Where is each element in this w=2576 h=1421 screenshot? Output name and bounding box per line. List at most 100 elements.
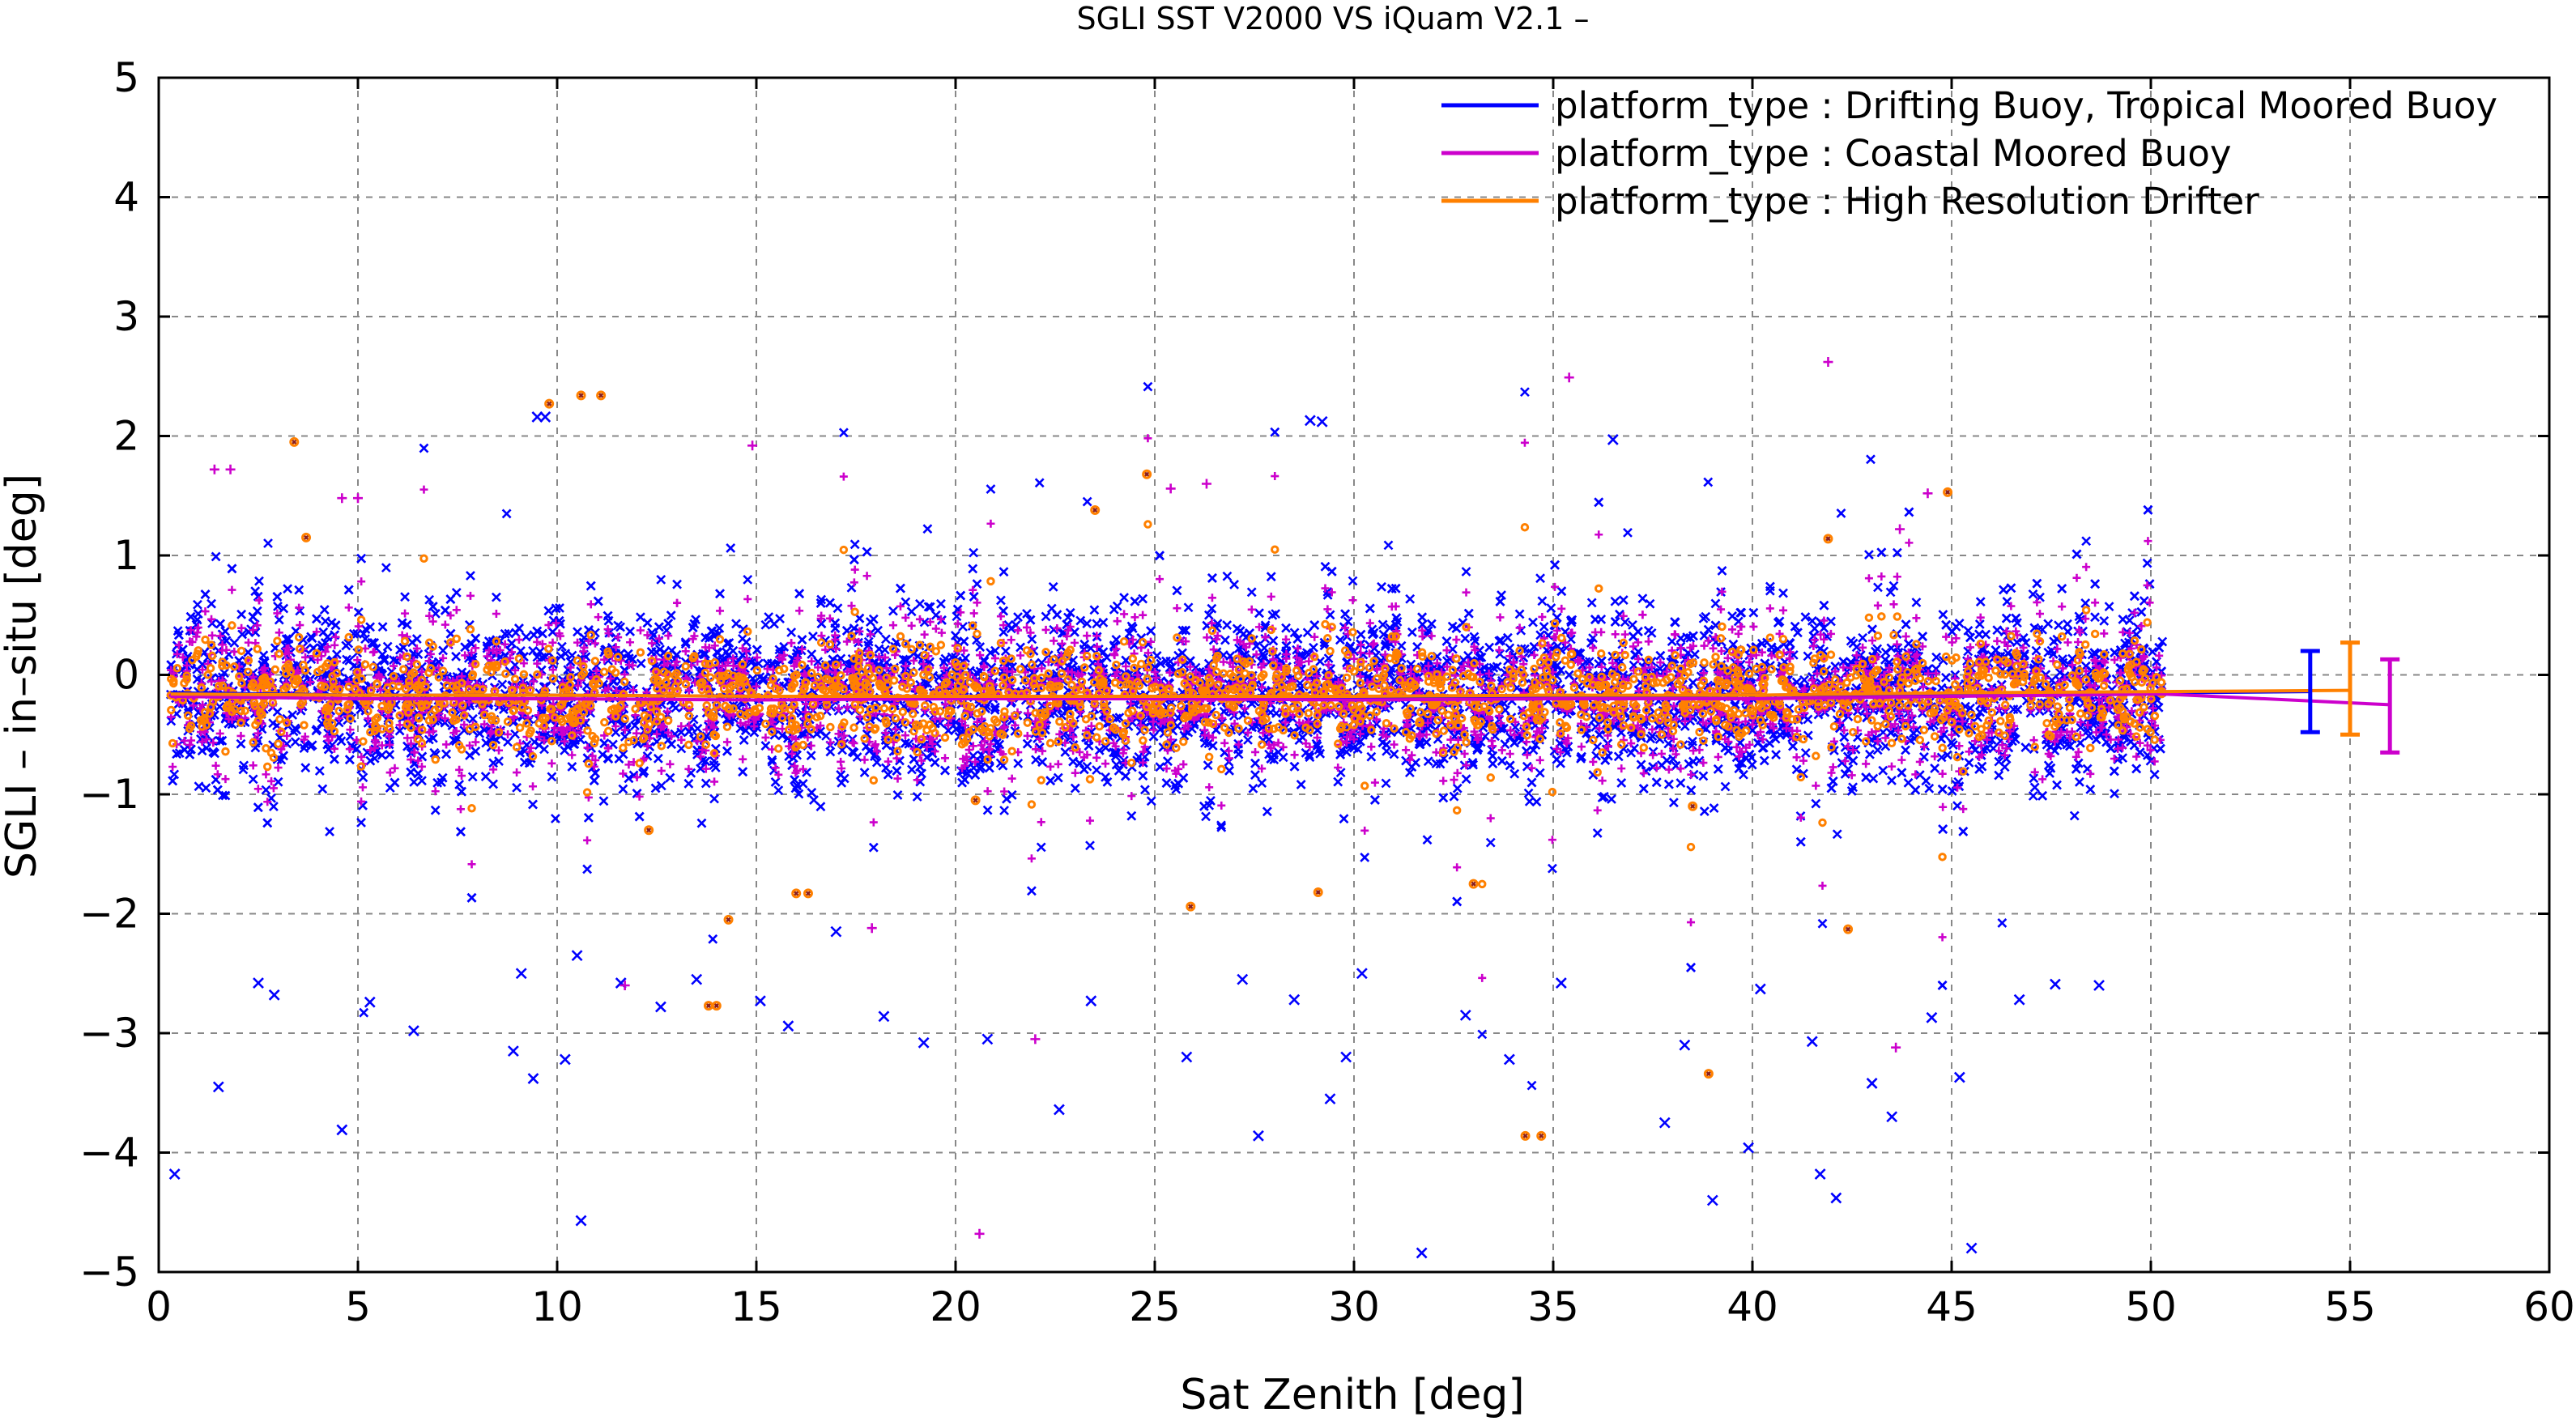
data-point [1938, 610, 1948, 619]
data-point [192, 599, 202, 610]
data-point [556, 651, 566, 662]
data-point [1405, 594, 1416, 604]
data-point [1941, 672, 1951, 683]
data-point [1526, 1080, 1537, 1091]
data-point [2090, 612, 2100, 623]
data-point [1607, 794, 1616, 804]
data-point [653, 753, 663, 764]
data-point [696, 818, 707, 828]
data-point [998, 567, 1009, 577]
data-point [1975, 707, 1986, 717]
data-point [467, 772, 478, 782]
data-point [708, 934, 718, 944]
data-point [922, 524, 933, 534]
data-point [341, 640, 351, 651]
data-point [319, 605, 330, 615]
data-point [201, 783, 211, 793]
data-point [2063, 619, 2072, 629]
data-point [1720, 781, 1731, 792]
data-point [1216, 820, 1226, 831]
data-point [666, 611, 676, 621]
data-point [307, 633, 317, 644]
data-point [238, 764, 249, 775]
data-point [1546, 603, 1556, 613]
data-point [290, 737, 300, 747]
data-point [1689, 649, 1700, 660]
data-point [1220, 635, 1230, 645]
data-point [923, 602, 934, 612]
data-point [1936, 683, 1947, 693]
data-point [907, 764, 917, 775]
data-point [990, 704, 1000, 715]
data-point [1386, 663, 1397, 674]
data-point [268, 718, 279, 729]
data-point [429, 747, 440, 758]
data-point [468, 713, 478, 724]
data-point [1613, 751, 1624, 762]
data-point [636, 658, 646, 669]
data-point [1422, 835, 1433, 845]
data-point [1460, 633, 1471, 644]
data-point [2012, 704, 2023, 715]
data-point [1931, 652, 1942, 662]
data-point [738, 624, 748, 635]
data-point [1865, 749, 1875, 759]
data-point [287, 710, 298, 720]
data-point [1203, 610, 1214, 620]
data-point [722, 638, 732, 649]
data-point [279, 603, 289, 614]
data-point [873, 625, 883, 636]
data-point [1878, 765, 1888, 776]
data-point [1383, 540, 1394, 551]
data-point [377, 622, 388, 632]
data-point [300, 763, 311, 773]
data-point [1807, 615, 1817, 626]
data-point [2029, 773, 2039, 784]
data-point [1048, 581, 1058, 592]
data-point [317, 784, 328, 794]
data-point [1942, 750, 1952, 760]
data-point [1339, 814, 1349, 824]
data-point [1590, 721, 1601, 732]
data-point [2002, 597, 2012, 606]
data-point [1075, 615, 1086, 626]
data-point [1156, 658, 1166, 669]
data-point [1997, 918, 2008, 928]
data-point [352, 628, 362, 639]
data-point [618, 749, 628, 759]
data-point [250, 586, 261, 597]
data-point [832, 603, 843, 614]
data-point [217, 735, 228, 746]
data-point [1140, 785, 1150, 795]
data-point [409, 776, 419, 787]
data-point [1586, 598, 1597, 608]
data-point [501, 508, 512, 519]
data-point [336, 736, 347, 747]
data-point [359, 1007, 369, 1018]
data-point [1509, 768, 1520, 779]
data-point [969, 547, 979, 558]
data-point [283, 584, 293, 594]
data-point [1423, 756, 1433, 767]
data-point [273, 602, 283, 611]
data-point [1203, 760, 1213, 771]
data-point [1535, 573, 1545, 584]
data-point [2054, 620, 2063, 631]
data-point [794, 789, 804, 799]
data-point [1739, 769, 1748, 780]
data-point [488, 758, 499, 768]
data-point [1903, 777, 1914, 788]
data-point [2043, 619, 2054, 629]
data-point [1082, 496, 1092, 507]
data-point [1523, 788, 1534, 798]
data-point [1836, 508, 1846, 518]
data-point [1688, 678, 1698, 688]
data-point [1709, 803, 1719, 813]
data-point [432, 777, 443, 788]
data-point [1377, 581, 1386, 592]
data-point [1832, 829, 1842, 840]
data-point [521, 632, 531, 642]
data-point [381, 563, 391, 573]
data-point [1623, 527, 1633, 538]
